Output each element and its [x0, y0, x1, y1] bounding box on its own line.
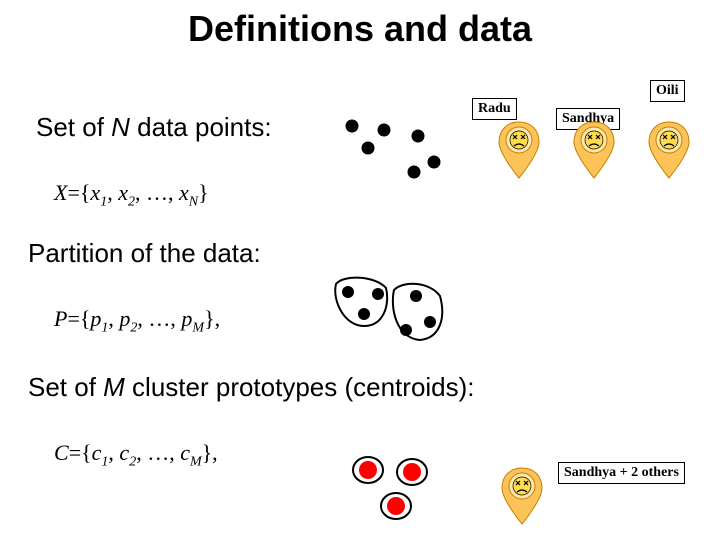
heading-data-points: Set of N data points:: [36, 112, 272, 143]
map-marker-icon: [570, 120, 618, 180]
data-point: [400, 324, 412, 336]
data-point: [358, 308, 370, 320]
formula-c-set: C={c1, c2, …, cM},: [54, 440, 218, 470]
data-point: [346, 120, 359, 133]
centroid-point: [403, 463, 421, 481]
label-sandhya2: Sandhya + 2 others: [558, 462, 685, 484]
formula-p-set: P={p1, p2, …, pM},: [54, 306, 220, 336]
data-point: [410, 290, 422, 302]
map-marker-icon: [645, 120, 693, 180]
map-marker-icon: [498, 466, 546, 526]
heading-partition: Partition of the data:: [28, 238, 261, 269]
data-point: [378, 124, 391, 137]
data-point: [362, 142, 375, 155]
heading-centroids: Set of M cluster prototypes (centroids):: [28, 372, 475, 403]
centroid-point: [387, 497, 405, 515]
partition-diagram: [330, 274, 460, 352]
data-point: [428, 156, 441, 169]
centroids-diagram: [340, 450, 440, 528]
label-oili: Oili: [650, 80, 685, 102]
data-point: [342, 286, 354, 298]
data-point: [412, 130, 425, 143]
slide-title: Definitions and data: [0, 8, 720, 50]
label-radu: Radu: [472, 98, 517, 120]
formula-x-set: X={x1, x2, …, xN}: [54, 180, 209, 210]
centroid-point: [359, 461, 377, 479]
data-point: [424, 316, 436, 328]
data-point: [408, 166, 421, 179]
data-points-diagram: [340, 112, 460, 192]
data-point: [372, 288, 384, 300]
map-marker-icon: [495, 120, 543, 180]
